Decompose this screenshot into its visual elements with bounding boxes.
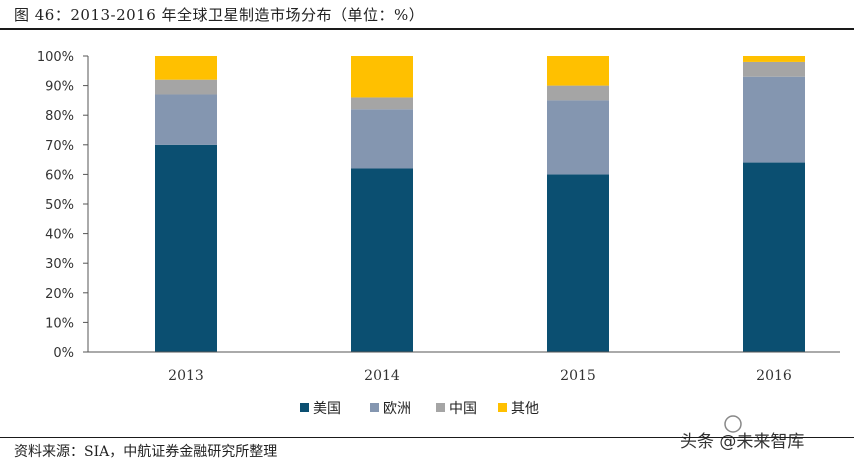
bar-2013-series-1	[155, 94, 217, 145]
bar-2015-series-3	[547, 56, 609, 86]
bar-2015-series-0	[547, 174, 609, 352]
bar-2013-series-0	[155, 144, 217, 352]
y-tick-label: 40%	[45, 228, 74, 243]
top-rule	[0, 28, 854, 30]
y-tick-label: 30%	[45, 257, 74, 272]
watermark: 头条 @未来智库	[680, 415, 804, 452]
watermark-text: 头条 @未来智库	[680, 432, 804, 452]
bar-2013-series-3	[155, 56, 217, 80]
bar-2014-series-1	[351, 109, 413, 169]
bar-2014-series-3	[351, 56, 413, 98]
legend-swatch-1	[370, 403, 379, 412]
y-tick-label: 60%	[45, 168, 74, 183]
legend-label-0: 美国	[313, 401, 341, 417]
y-tick-label: 70%	[45, 139, 74, 154]
legend-label-2: 中国	[449, 401, 477, 417]
chart-title: 图 46：2013-2016 年全球卫星制造市场分布（单位：%）	[14, 6, 425, 24]
bar-2016-series-2	[743, 61, 805, 77]
bar-2015-series-2	[547, 85, 609, 101]
x-axis: 2013 2014 2015 2016	[88, 351, 840, 384]
bar-2015-series-1	[547, 100, 609, 175]
bar-2016-series-3	[743, 56, 805, 62]
y-tick-label: 80%	[45, 109, 74, 124]
bars	[155, 56, 805, 352]
y-tick-label: 100%	[37, 50, 74, 65]
watermark-logo-icon	[724, 415, 742, 433]
x-tick-label: 2015	[560, 368, 596, 384]
source-note: 资料来源：SIA，中航证券金融研究所整理	[14, 444, 278, 460]
x-tick-label: 2013	[168, 368, 204, 384]
x-tick-label: 2014	[364, 368, 400, 384]
y-tick-label: 90%	[45, 80, 74, 95]
legend-swatch-3	[498, 403, 507, 412]
bar-2013-series-2	[155, 79, 217, 95]
y-tick-label: 20%	[45, 287, 74, 302]
y-tick-label: 10%	[45, 316, 74, 331]
bar-2014-series-2	[351, 97, 413, 110]
legend-label-3: 其他	[511, 401, 539, 417]
legend-label-1: 欧洲	[383, 401, 411, 417]
legend: 美国 欧洲 中国 其他	[300, 401, 539, 417]
legend-swatch-0	[300, 403, 309, 412]
legend-swatch-2	[436, 403, 445, 412]
y-tick-label: 0%	[53, 346, 74, 361]
bar-2014-series-0	[351, 168, 413, 352]
bar-2016-series-1	[743, 76, 805, 163]
bar-2016-series-0	[743, 162, 805, 352]
y-tick-label: 50%	[45, 198, 74, 213]
bottom-rule	[0, 437, 854, 438]
x-tick-label: 2016	[756, 368, 792, 384]
y-axis: 0% 10% 20% 30% 40% 50% 60% 70% 80% 90% 100%	[37, 50, 89, 361]
